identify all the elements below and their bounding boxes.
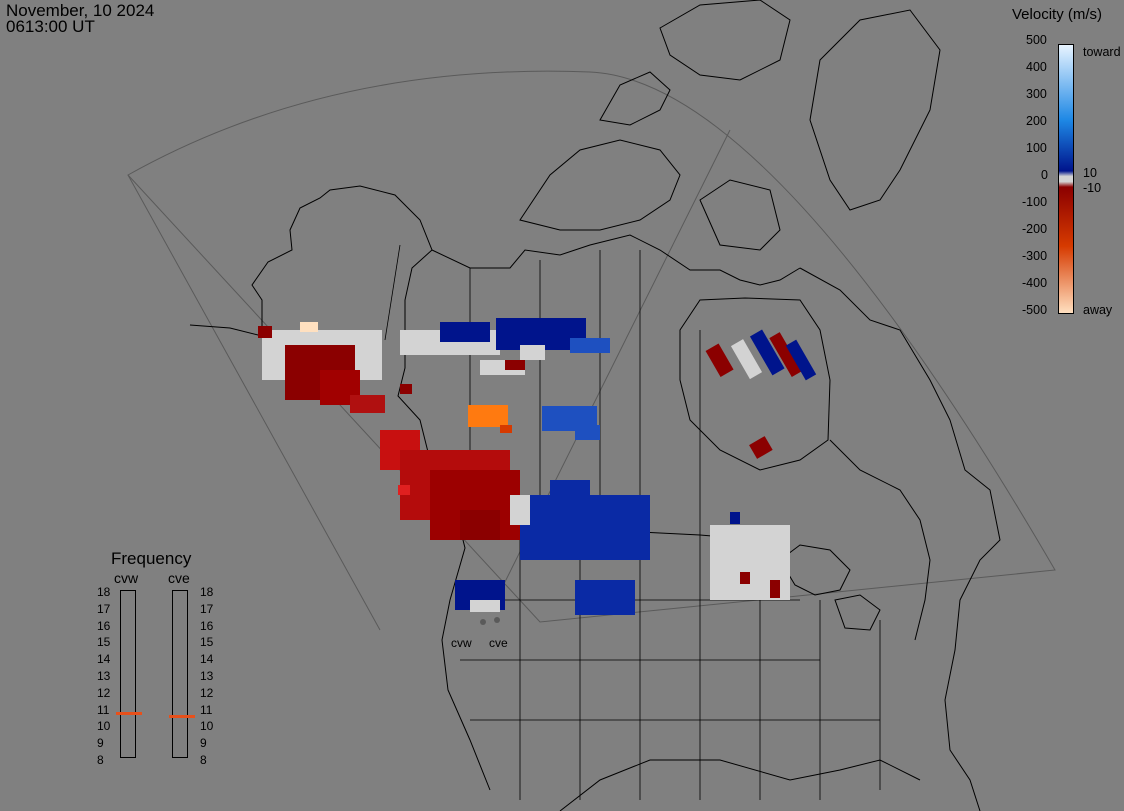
velocity-tick-label: 0: [1041, 168, 1048, 182]
site-cve-marker: [494, 617, 500, 623]
date-label: November, 10 2024: [6, 1, 155, 20]
time-label: 0613:00 UT: [6, 17, 95, 36]
freq-scale-right: 14: [200, 652, 214, 667]
freq-scale-right: 13: [200, 669, 214, 683]
velocity-tick-label: -10: [1083, 181, 1102, 195]
velocity-tick-label: 500: [1026, 33, 1047, 47]
freq-bar-cvw: [120, 590, 136, 758]
freq-indicator-cve: [169, 714, 195, 718]
freq-bar-cve: [172, 590, 188, 758]
velocity-tick-label: -400: [1022, 276, 1048, 290]
velocity-colorbar: [1058, 44, 1074, 314]
freq-scale-right: 16: [200, 618, 214, 633]
freq-scale-left: 11: [97, 702, 110, 717]
freq-radar-cvw-label: cvw: [114, 570, 139, 586]
freq-scale-left: 16: [97, 618, 111, 633]
freq-scale-left: 14: [97, 652, 111, 667]
velocity-tick-label: -200: [1022, 222, 1048, 236]
freq-scale-left: 18: [97, 585, 111, 599]
site-cve-label: cve: [489, 636, 508, 650]
site-cvw-label: cvw: [451, 636, 472, 650]
coastline: [189, 0, 1001, 811]
radar-echoes: [258, 318, 817, 615]
frequency-title: Frequency: [111, 549, 192, 568]
freq-scale-left: 17: [97, 601, 111, 616]
freq-scale-left: 15: [97, 635, 111, 650]
freq-scale-right: 12: [200, 685, 214, 700]
toward-label: toward: [1083, 45, 1121, 59]
freq-scale-right: 9: [200, 736, 207, 751]
freq-scale-left: 8: [97, 753, 104, 767]
freq-scale-right: 8: [200, 753, 207, 767]
freq-indicator-cvw: [116, 711, 142, 715]
site-cvw-marker: [480, 619, 486, 625]
freq-scale-left: 13: [97, 669, 111, 683]
freq-scale-left: 10: [97, 719, 111, 734]
velocity-scale-title: Velocity (m/s): [1012, 6, 1103, 23]
freq-radar-cve-label: cve: [168, 570, 190, 586]
freq-scale-left: 9: [97, 736, 104, 751]
velocity-tick-label: -500: [1022, 303, 1048, 317]
freq-scale-right: 10: [200, 719, 214, 734]
velocity-tick-label: 400: [1026, 60, 1047, 74]
velocity-tick-label: -100: [1022, 195, 1048, 209]
velocity-tick-label: 300: [1026, 87, 1047, 101]
velocity-tick-label: 100: [1026, 141, 1047, 155]
freq-scale-right: 18: [200, 585, 214, 599]
velocity-tick-label: -300: [1022, 249, 1048, 263]
freq-scale-left: 12: [97, 685, 111, 700]
velocity-tick-label: 200: [1026, 114, 1047, 128]
freq-scale-right: 15: [200, 635, 214, 650]
freq-scale-right: 11: [200, 702, 213, 717]
velocity-tick-label: 10: [1083, 166, 1097, 180]
freq-scale-right: 17: [200, 601, 214, 616]
away-label: away: [1083, 303, 1113, 317]
